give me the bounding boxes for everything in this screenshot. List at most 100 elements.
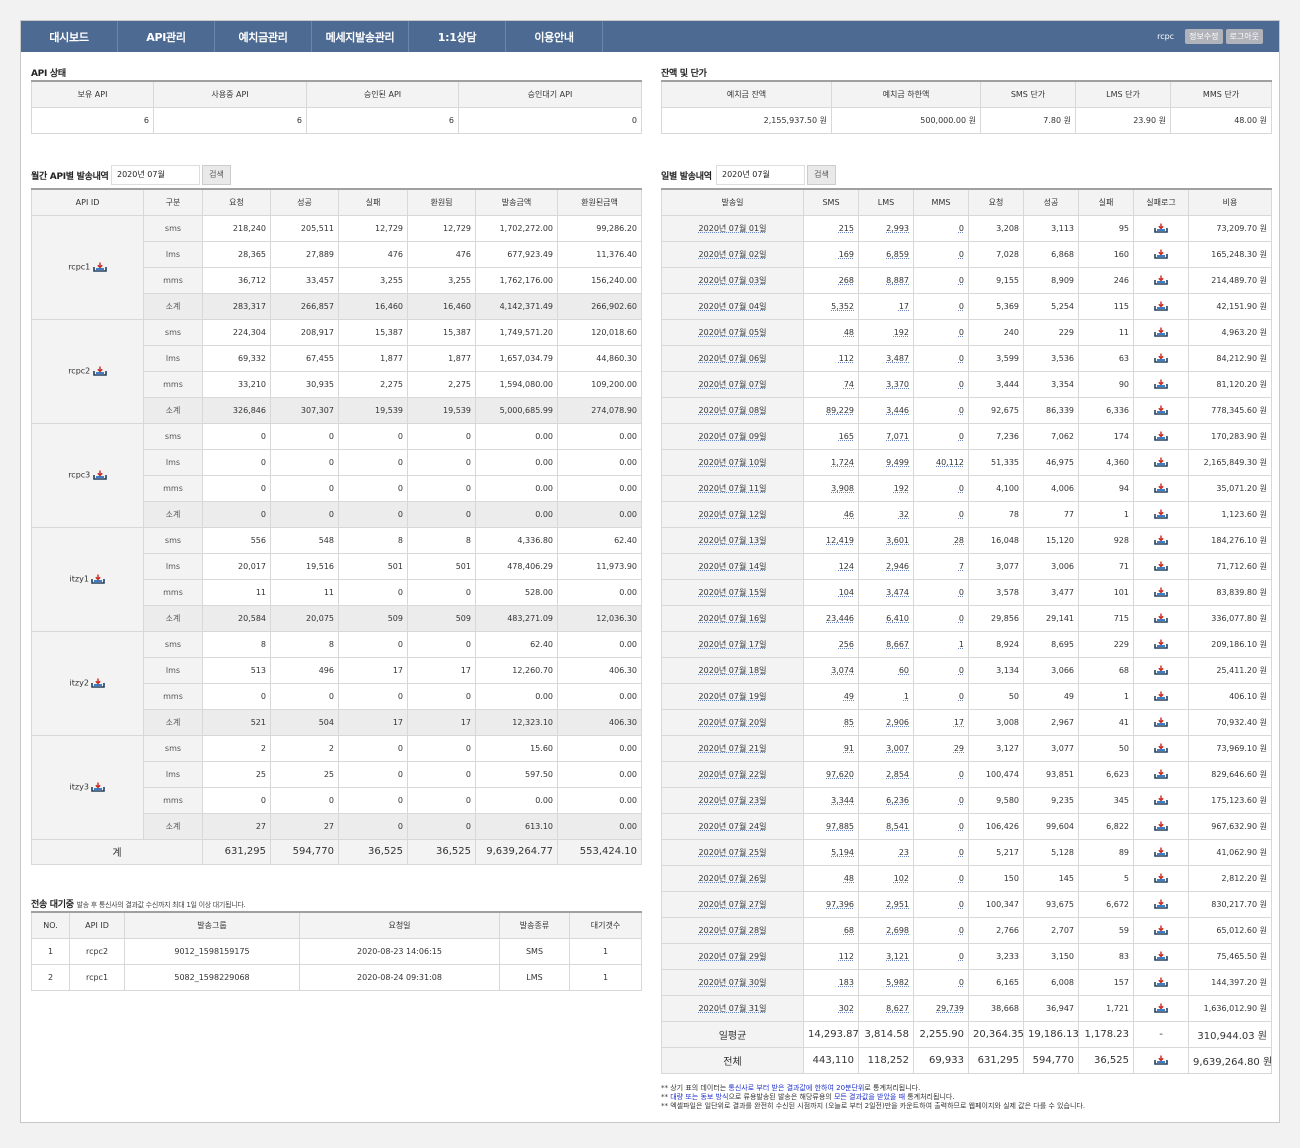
count-link[interactable]: 1: [858, 682, 914, 710]
download-tray-icon[interactable]: [91, 678, 106, 688]
count-link[interactable]: 124: [803, 552, 859, 580]
count-link[interactable]: 0: [913, 578, 969, 606]
count-link[interactable]: 104: [803, 578, 859, 606]
date-link[interactable]: 2020년 07월 28일: [661, 916, 804, 944]
date-link[interactable]: 2020년 07월 09일: [661, 422, 804, 450]
count-link[interactable]: 60: [858, 656, 914, 684]
date-link[interactable]: 2020년 07월 13일: [661, 526, 804, 554]
count-link[interactable]: 29,739: [913, 994, 969, 1022]
count-link[interactable]: 89,229: [803, 396, 859, 424]
count-link[interactable]: 112: [803, 942, 859, 970]
api-id-link[interactable]: itzy2: [69, 678, 89, 688]
date-link[interactable]: 2020년 07월 31일: [661, 994, 804, 1022]
download-tray-icon[interactable]: [91, 574, 106, 584]
download-tray-icon[interactable]: [1154, 613, 1168, 623]
count-link[interactable]: 3,601: [858, 526, 914, 554]
download-tray-icon[interactable]: [1154, 639, 1168, 649]
nav-item[interactable]: 1:1상담: [409, 21, 506, 52]
date-link[interactable]: 2020년 07월 06일: [661, 344, 804, 372]
count-link[interactable]: 91: [803, 734, 859, 762]
count-link[interactable]: 3,074: [803, 656, 859, 684]
download-tray-icon[interactable]: [1154, 249, 1168, 259]
download-tray-icon[interactable]: [1154, 847, 1168, 857]
download-tray-icon[interactable]: [1154, 223, 1168, 233]
count-link[interactable]: 0: [913, 864, 969, 892]
download-tray-icon[interactable]: [1154, 691, 1168, 701]
download-tray-icon[interactable]: [1154, 535, 1168, 545]
count-link[interactable]: 0: [913, 916, 969, 944]
download-tray-icon[interactable]: [1154, 405, 1168, 415]
count-link[interactable]: 49: [803, 682, 859, 710]
api-id-link[interactable]: itzy3: [69, 782, 89, 792]
date-link[interactable]: 2020년 07월 20일: [661, 708, 804, 736]
date-link[interactable]: 2020년 07월 17일: [661, 630, 804, 658]
count-link[interactable]: 97,396: [803, 890, 859, 918]
count-link[interactable]: 0: [913, 500, 969, 528]
count-link[interactable]: 302: [803, 994, 859, 1022]
count-link[interactable]: 2,993: [858, 214, 914, 242]
count-link[interactable]: 0: [913, 266, 969, 294]
count-link[interactable]: 0: [913, 214, 969, 242]
date-link[interactable]: 2020년 07월 11일: [661, 474, 804, 502]
date-link[interactable]: 2020년 07월 29일: [661, 942, 804, 970]
download-tray-icon[interactable]: [1154, 665, 1168, 675]
count-link[interactable]: 5,194: [803, 838, 859, 866]
count-link[interactable]: 3,007: [858, 734, 914, 762]
count-link[interactable]: 48: [803, 864, 859, 892]
date-link[interactable]: 2020년 07월 08일: [661, 396, 804, 424]
count-link[interactable]: 0: [913, 760, 969, 788]
count-link[interactable]: 12,419: [803, 526, 859, 554]
date-link[interactable]: 2020년 07월 12일: [661, 500, 804, 528]
count-link[interactable]: 192: [858, 474, 914, 502]
count-link[interactable]: 6,236: [858, 786, 914, 814]
date-link[interactable]: 2020년 07월 03일: [661, 266, 804, 294]
download-tray-icon[interactable]: [1154, 353, 1168, 363]
date-link[interactable]: 2020년 07월 07일: [661, 370, 804, 398]
count-link[interactable]: 8,887: [858, 266, 914, 294]
date-link[interactable]: 2020년 07월 16일: [661, 604, 804, 632]
count-link[interactable]: 0: [913, 942, 969, 970]
daily-month-input[interactable]: 2020년 07월: [716, 165, 805, 185]
count-link[interactable]: 215: [803, 214, 859, 242]
download-tray-icon[interactable]: [1154, 821, 1168, 831]
count-link[interactable]: 3,370: [858, 370, 914, 398]
date-link[interactable]: 2020년 07월 23일: [661, 786, 804, 814]
date-link[interactable]: 2020년 07월 25일: [661, 838, 804, 866]
count-link[interactable]: 0: [913, 318, 969, 346]
count-link[interactable]: 7,071: [858, 422, 914, 450]
count-link[interactable]: 7: [913, 552, 969, 580]
download-tray-icon[interactable]: [1154, 873, 1168, 883]
count-link[interactable]: 8,667: [858, 630, 914, 658]
download-tray-icon[interactable]: [91, 782, 106, 792]
logout-button[interactable]: 로그아웃: [1225, 29, 1263, 44]
count-link[interactable]: 183: [803, 968, 859, 996]
count-link[interactable]: 17: [913, 708, 969, 736]
date-link[interactable]: 2020년 07월 02일: [661, 240, 804, 268]
count-link[interactable]: 8,541: [858, 812, 914, 840]
date-link[interactable]: 2020년 07월 22일: [661, 760, 804, 788]
download-tray-icon[interactable]: [1154, 327, 1168, 337]
count-link[interactable]: 6,859: [858, 240, 914, 268]
date-link[interactable]: 2020년 07월 21일: [661, 734, 804, 762]
count-link[interactable]: 0: [913, 370, 969, 398]
monthly-month-input[interactable]: 2020년 07월: [111, 165, 200, 185]
download-tray-icon[interactable]: [1154, 1003, 1168, 1013]
count-link[interactable]: 29: [913, 734, 969, 762]
monthly-search-button[interactable]: 검색: [202, 165, 231, 185]
download-tray-icon[interactable]: [1154, 561, 1168, 571]
count-link[interactable]: 5,982: [858, 968, 914, 996]
count-link[interactable]: 0: [913, 422, 969, 450]
count-link[interactable]: 2,854: [858, 760, 914, 788]
count-link[interactable]: 32: [858, 500, 914, 528]
download-tray-icon[interactable]: [93, 262, 107, 272]
nav-item[interactable]: 대시보드: [21, 21, 118, 52]
count-link[interactable]: 3,487: [858, 344, 914, 372]
count-link[interactable]: 256: [803, 630, 859, 658]
download-tray-icon[interactable]: [1154, 301, 1168, 311]
download-tray-icon[interactable]: [1154, 431, 1168, 441]
api-id-link[interactable]: rcpc1: [68, 262, 91, 272]
count-link[interactable]: 0: [913, 838, 969, 866]
count-link[interactable]: 40,112: [913, 448, 969, 476]
count-link[interactable]: 2,946: [858, 552, 914, 580]
count-link[interactable]: 192: [858, 318, 914, 346]
